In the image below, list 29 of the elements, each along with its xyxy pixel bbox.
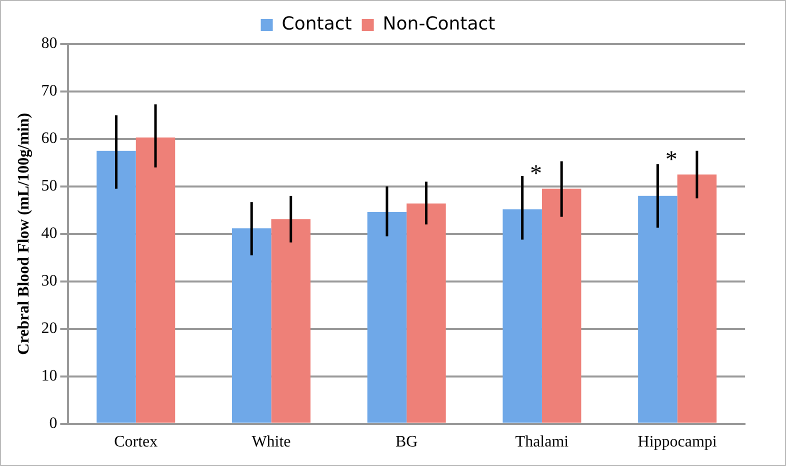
x-tick-label: White (252, 434, 291, 451)
y-tick-label: 20 (41, 320, 58, 338)
y-tick-label: 50 (41, 178, 58, 195)
bar (96, 150, 136, 423)
legend-label: Non-Contact (382, 14, 496, 35)
x-tick-label: Hippocampi (638, 434, 718, 451)
y-tick-label: 80 (41, 35, 58, 52)
bar (232, 228, 272, 423)
legend-label: Contact (282, 14, 352, 35)
annotation: * (530, 161, 542, 188)
bar (406, 204, 446, 423)
y-tick-label: 0 (49, 415, 58, 432)
x-tick-label: BG (395, 434, 418, 451)
y-tick-label: 60 (41, 130, 58, 148)
x-tick-label: Thalami (515, 434, 570, 451)
y-tick-label: 10 (41, 368, 58, 385)
y-tick-label: 30 (41, 272, 58, 290)
bar (502, 209, 542, 423)
bar (638, 196, 678, 423)
x-tick-label: Cortex (114, 434, 158, 451)
annotation: * (665, 146, 678, 173)
bar (542, 188, 582, 423)
bar (677, 174, 717, 423)
y-tick-label: 40 (41, 225, 58, 242)
y-tick-label: 70 (41, 82, 58, 100)
bar (136, 138, 176, 423)
bar (367, 212, 407, 423)
y-axis-title: Crebral Blood Flow (mL/100g/min) (16, 112, 33, 355)
bar (271, 219, 310, 423)
